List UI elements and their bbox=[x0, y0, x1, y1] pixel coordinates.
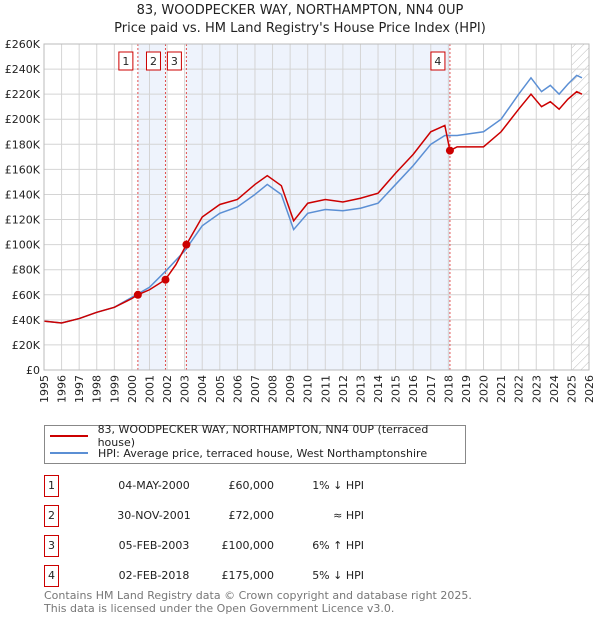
sale-point bbox=[133, 290, 142, 299]
sale-price: £72,000 bbox=[228, 509, 275, 522]
y-tick-label: £20K bbox=[12, 339, 41, 352]
sale-label-box bbox=[118, 51, 134, 71]
x-tick-label: 2008 bbox=[267, 375, 280, 403]
x-tick-label: 2010 bbox=[302, 375, 315, 403]
legend-label-hpi: HPI: Average price, terraced house, West… bbox=[98, 446, 428, 460]
x-tick-label: 1996 bbox=[56, 375, 69, 403]
x-tick-label: 2013 bbox=[354, 375, 367, 403]
sale-marker-badge: 2 bbox=[44, 505, 59, 527]
x-tick-label: 2005 bbox=[214, 375, 227, 403]
property-price-line bbox=[43, 90, 583, 324]
x-tick-label: 2006 bbox=[231, 375, 244, 403]
x-tick-label: 2000 bbox=[126, 375, 139, 403]
footer-licence: This data is licensed under the Open Gov… bbox=[44, 602, 395, 615]
x-tick-label: 2012 bbox=[337, 375, 350, 403]
sale-marker-badge: 3 bbox=[44, 535, 59, 557]
sale-date: 04-MAY-2000 bbox=[118, 479, 190, 492]
x-tick-label: 2007 bbox=[249, 375, 262, 403]
sale-point bbox=[182, 240, 191, 249]
x-tick-label: 2026 bbox=[583, 375, 596, 403]
x-tick-label: 2023 bbox=[530, 375, 543, 403]
y-tick-label: £160K bbox=[5, 163, 41, 176]
y-tick-label: £80K bbox=[12, 264, 41, 277]
y-tick-label: £100K bbox=[5, 239, 41, 252]
x-tick-label: 2015 bbox=[390, 375, 403, 403]
sale-label-box bbox=[145, 51, 161, 71]
legend-label-property: 83, WOODPECKER WAY, NORTHAMPTON, NN4 0UP… bbox=[97, 423, 429, 449]
y-tick-label: £260K bbox=[5, 38, 41, 51]
blue-line-swatch bbox=[50, 452, 88, 454]
table-row: 1 04-MAY-2000 £60,000 1% ↓ HPI bbox=[44, 475, 444, 497]
red-line-swatch bbox=[50, 435, 88, 437]
y-tick-label: £120K bbox=[5, 214, 41, 227]
sale-point bbox=[161, 275, 170, 284]
x-tick-label: 2009 bbox=[284, 375, 297, 403]
y-tick-label: £60K bbox=[12, 289, 41, 302]
sale-price: £100,000 bbox=[221, 539, 275, 552]
x-tick-label: 2022 bbox=[513, 375, 526, 403]
sale-label: 2 bbox=[150, 55, 157, 68]
hpi-line bbox=[43, 74, 583, 324]
sale-marker-badge: 4 bbox=[44, 565, 59, 587]
y-tick-label: £140K bbox=[5, 188, 41, 201]
sale-price: £60,000 bbox=[228, 479, 275, 492]
table-row: 3 05-FEB-2003 £100,000 6% ↑ HPI bbox=[44, 535, 444, 557]
x-tick-label: 1999 bbox=[108, 375, 121, 403]
x-tick-label: 2014 bbox=[372, 375, 385, 403]
x-tick-label: 2021 bbox=[495, 375, 508, 403]
sale-marker-badge: 1 bbox=[44, 475, 59, 497]
sale-price: £175,000 bbox=[221, 569, 275, 582]
x-tick-label: 1995 bbox=[38, 375, 51, 403]
hpi-comparison: 6% ↑ HPI bbox=[312, 539, 364, 552]
sale-point bbox=[445, 146, 454, 155]
legend-item-property: 83, WOODPECKER WAY, NORTHAMPTON, NN4 0UP… bbox=[50, 423, 465, 449]
y-tick-label: £40K bbox=[12, 314, 41, 327]
legend-item-hpi: HPI: Average price, terraced house, West… bbox=[50, 445, 427, 461]
legend: 83, WOODPECKER WAY, NORTHAMPTON, NN4 0UP… bbox=[44, 423, 466, 464]
x-tick-label: 2016 bbox=[407, 375, 420, 403]
x-tick-label: 2001 bbox=[143, 375, 156, 403]
sale-label: 3 bbox=[171, 55, 178, 68]
sale-date: 02-FEB-2018 bbox=[118, 569, 190, 582]
x-tick-label: 2024 bbox=[548, 375, 561, 403]
x-tick-label: 2025 bbox=[565, 375, 578, 403]
table-row: 2 30-NOV-2001 £72,000 ≈ HPI bbox=[44, 505, 444, 527]
sale-date: 30-NOV-2001 bbox=[117, 509, 191, 522]
table-row: 4 02-FEB-2018 £175,000 5% ↓ HPI bbox=[44, 565, 444, 587]
plot-frame bbox=[43, 43, 590, 371]
y-tick-label: £220K bbox=[5, 88, 41, 101]
hpi-comparison: ≈ HPI bbox=[333, 509, 364, 522]
y-tick-label: £0 bbox=[26, 364, 40, 377]
y-tick-label: £200K bbox=[5, 113, 41, 126]
y-tick-label: £180K bbox=[5, 138, 41, 151]
hpi-comparison: 1% ↓ HPI bbox=[312, 479, 364, 492]
chart-title: 83, WOODPECKER WAY, NORTHAMPTON, NN4 0UP bbox=[136, 3, 464, 18]
x-tick-label: 2018 bbox=[442, 375, 455, 403]
x-tick-label: 2019 bbox=[460, 375, 473, 403]
x-tick-label: 2020 bbox=[478, 375, 491, 403]
footer-copyright: Contains HM Land Registry data © Crown c… bbox=[44, 589, 472, 602]
chart-subtitle: Price paid vs. HM Land Registry's House … bbox=[114, 21, 486, 36]
forecast-hatch bbox=[571, 44, 589, 370]
x-tick-label: 1997 bbox=[73, 375, 86, 403]
x-tick-label: 2017 bbox=[425, 375, 438, 403]
sale-date: 05-FEB-2003 bbox=[118, 539, 190, 552]
sale-label: 1 bbox=[122, 55, 129, 68]
footer: Contains HM Land Registry data © Crown c… bbox=[44, 589, 472, 615]
x-tick-label: 2004 bbox=[196, 375, 209, 403]
x-tick-label: 2003 bbox=[179, 375, 192, 403]
sale-label-box bbox=[430, 51, 446, 71]
x-tick-label: 1998 bbox=[91, 375, 104, 403]
sale-period-shading bbox=[137, 44, 166, 370]
hpi-comparison: 5% ↓ HPI bbox=[312, 569, 364, 582]
sale-label-box bbox=[166, 51, 182, 71]
x-tick-label: 2002 bbox=[161, 375, 174, 403]
x-tick-label: 2011 bbox=[319, 375, 332, 403]
sale-period-shading bbox=[186, 44, 450, 370]
y-tick-label: £240K bbox=[5, 63, 41, 76]
sale-label: 4 bbox=[434, 55, 441, 68]
price-chart: 1995 1996 1997 1998 1999 2000 2001 2002 2003 2004… bbox=[5, 38, 596, 403]
